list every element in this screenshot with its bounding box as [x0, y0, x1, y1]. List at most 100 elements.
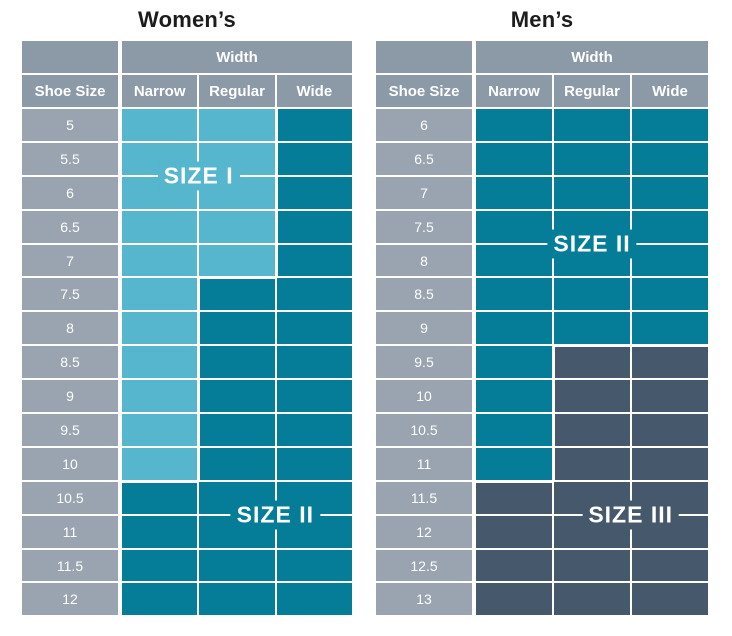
size-grid-cell — [632, 312, 708, 345]
shoe-size-column: Shoe Size 5 5.5 6 6.5 7 7.5 8 8.5 9 9.5 10 10.5 11 11… — [22, 41, 118, 616]
size-grid-cell — [199, 380, 275, 413]
shoe-size-label: 9 — [376, 312, 472, 345]
mens-size-chart: Men’s Shoe Size 6 6.5 7 7.5 8 8.5 9 9.5 10 10.5 11… — [376, 6, 708, 616]
width-grid: Width Narrow Regular Wide SIZE I SIZE II — [122, 41, 352, 616]
size-grid-cell — [476, 447, 552, 480]
width-column-header: Narrow — [476, 75, 552, 107]
size-grid-cell — [476, 481, 552, 514]
size-grid-cell — [554, 380, 630, 413]
shoe-size-label: 10 — [22, 447, 118, 480]
shoe-size-label: 12 — [376, 515, 472, 548]
size-grid-cell — [276, 414, 352, 446]
size-grid-cell — [554, 176, 630, 209]
size-grid-cell — [476, 583, 552, 616]
shoe-size-label: 8 — [376, 244, 472, 277]
size-grid-cell — [199, 583, 275, 616]
shoe-size-label: 8.5 — [376, 278, 472, 311]
width-column-header: Wide — [632, 75, 708, 107]
size-grid-cell — [122, 210, 198, 243]
shoe-size-label: 12 — [22, 583, 118, 616]
womens-size-chart: Women’s Shoe Size 5 5.5 6 6.5 7 7.5 8 8.5 9 9.5 10… — [22, 6, 352, 616]
shoe-size-label: 5 — [22, 109, 118, 141]
size-grid-cell — [476, 414, 552, 446]
size-grid-cell — [476, 549, 552, 582]
shoe-size-label: 7 — [376, 176, 472, 209]
shoe-size-label: 11 — [376, 447, 472, 480]
size-grid-cell — [122, 481, 198, 514]
shoe-size-column: Shoe Size 6 6.5 7 7.5 8 8.5 9 9.5 10 10.5 11 11.5 12… — [376, 41, 472, 616]
size-grid-cell — [632, 210, 708, 243]
size-grid-cell — [476, 312, 552, 345]
size-grid-cell — [276, 312, 352, 345]
size-grid-cell — [554, 278, 630, 311]
size-grid-cell — [632, 447, 708, 480]
size-grid-cell — [122, 414, 198, 446]
shoe-size-label: 11.5 — [376, 481, 472, 514]
size-grid-cell — [476, 380, 552, 413]
size-grid-cell — [199, 278, 275, 311]
shoe-size-label: 8 — [22, 312, 118, 345]
shoe-size-label: 9.5 — [22, 414, 118, 446]
size-grid-cell — [476, 109, 552, 141]
size-grid-cell — [199, 447, 275, 480]
size-grid-cell — [122, 312, 198, 345]
width-grid: Width Narrow Regular Wide SIZE II SIZE III — [476, 41, 708, 616]
width-column-header: Narrow — [122, 75, 198, 107]
size-grid-cell — [199, 414, 275, 446]
shoe-size-label: 6.5 — [22, 210, 118, 243]
size-grid-cell — [199, 210, 275, 243]
shoe-size-label: 7 — [22, 244, 118, 277]
size-grid-cell — [122, 549, 198, 582]
shoe-size-label: 9 — [22, 380, 118, 413]
shoe-size-label: 10.5 — [376, 414, 472, 446]
corner-cell — [22, 41, 118, 73]
size-grid-cell — [632, 109, 708, 141]
size-grid-cell — [632, 414, 708, 446]
size-grid-cell — [199, 346, 275, 379]
shoe-size-label: 12.5 — [376, 549, 472, 582]
region-label: SIZE I — [157, 161, 240, 191]
size-grid-cell — [276, 278, 352, 311]
size-grid-cell — [199, 244, 275, 277]
size-grid-cell — [554, 312, 630, 345]
size-grid-cell — [276, 346, 352, 379]
size-grid-cell — [554, 447, 630, 480]
width-column-header: Regular — [554, 75, 630, 107]
size-grid-cell — [476, 244, 552, 277]
shoe-size-label: 9.5 — [376, 346, 472, 379]
size-grid-cell — [122, 447, 198, 480]
size-grid-cell — [122, 109, 198, 141]
shoe-size-label: 7.5 — [22, 278, 118, 311]
size-grid-cell — [276, 244, 352, 277]
size-grid-cell — [276, 380, 352, 413]
size-grid-cell — [276, 176, 352, 209]
shoe-size-label: 8.5 — [22, 346, 118, 379]
size-grid-cell — [632, 278, 708, 311]
chart-title: Men’s — [510, 7, 574, 32]
size-grid-cell — [276, 210, 352, 243]
size-grid-cell — [476, 176, 552, 209]
size-grid-cell — [122, 244, 198, 277]
size-grid-cell — [276, 583, 352, 616]
width-column-header: Regular — [199, 75, 275, 107]
size-grid-cell — [632, 176, 708, 209]
size-grid-cell — [632, 380, 708, 413]
shoe-size-label: 10.5 — [22, 481, 118, 514]
shoe-size-label: 11 — [22, 515, 118, 548]
shoe-size-label: 7.5 — [376, 210, 472, 243]
shoe-size-label: 6 — [22, 176, 118, 209]
size-grid-cell — [476, 346, 552, 379]
shoe-size-label: 13 — [376, 583, 472, 616]
size-grid-cell — [632, 142, 708, 175]
size-grid-cell — [122, 346, 198, 379]
size-table: Shoe Size 5 5.5 6 6.5 7 7.5 8 8.5 9 9.5 10 10.5 11 11… — [22, 41, 352, 616]
size-grid-cell — [554, 346, 630, 379]
size-table: Shoe Size 6 6.5 7 7.5 8 8.5 9 9.5 10 10.5 11 11.5 12… — [376, 41, 708, 616]
size-grid-cell — [199, 109, 275, 141]
region-label: SIZE III — [582, 500, 680, 530]
size-grid-cell — [554, 142, 630, 175]
shoe-size-label: 11.5 — [22, 549, 118, 582]
width-header: Width — [122, 41, 352, 73]
size-grid-cell — [122, 278, 198, 311]
